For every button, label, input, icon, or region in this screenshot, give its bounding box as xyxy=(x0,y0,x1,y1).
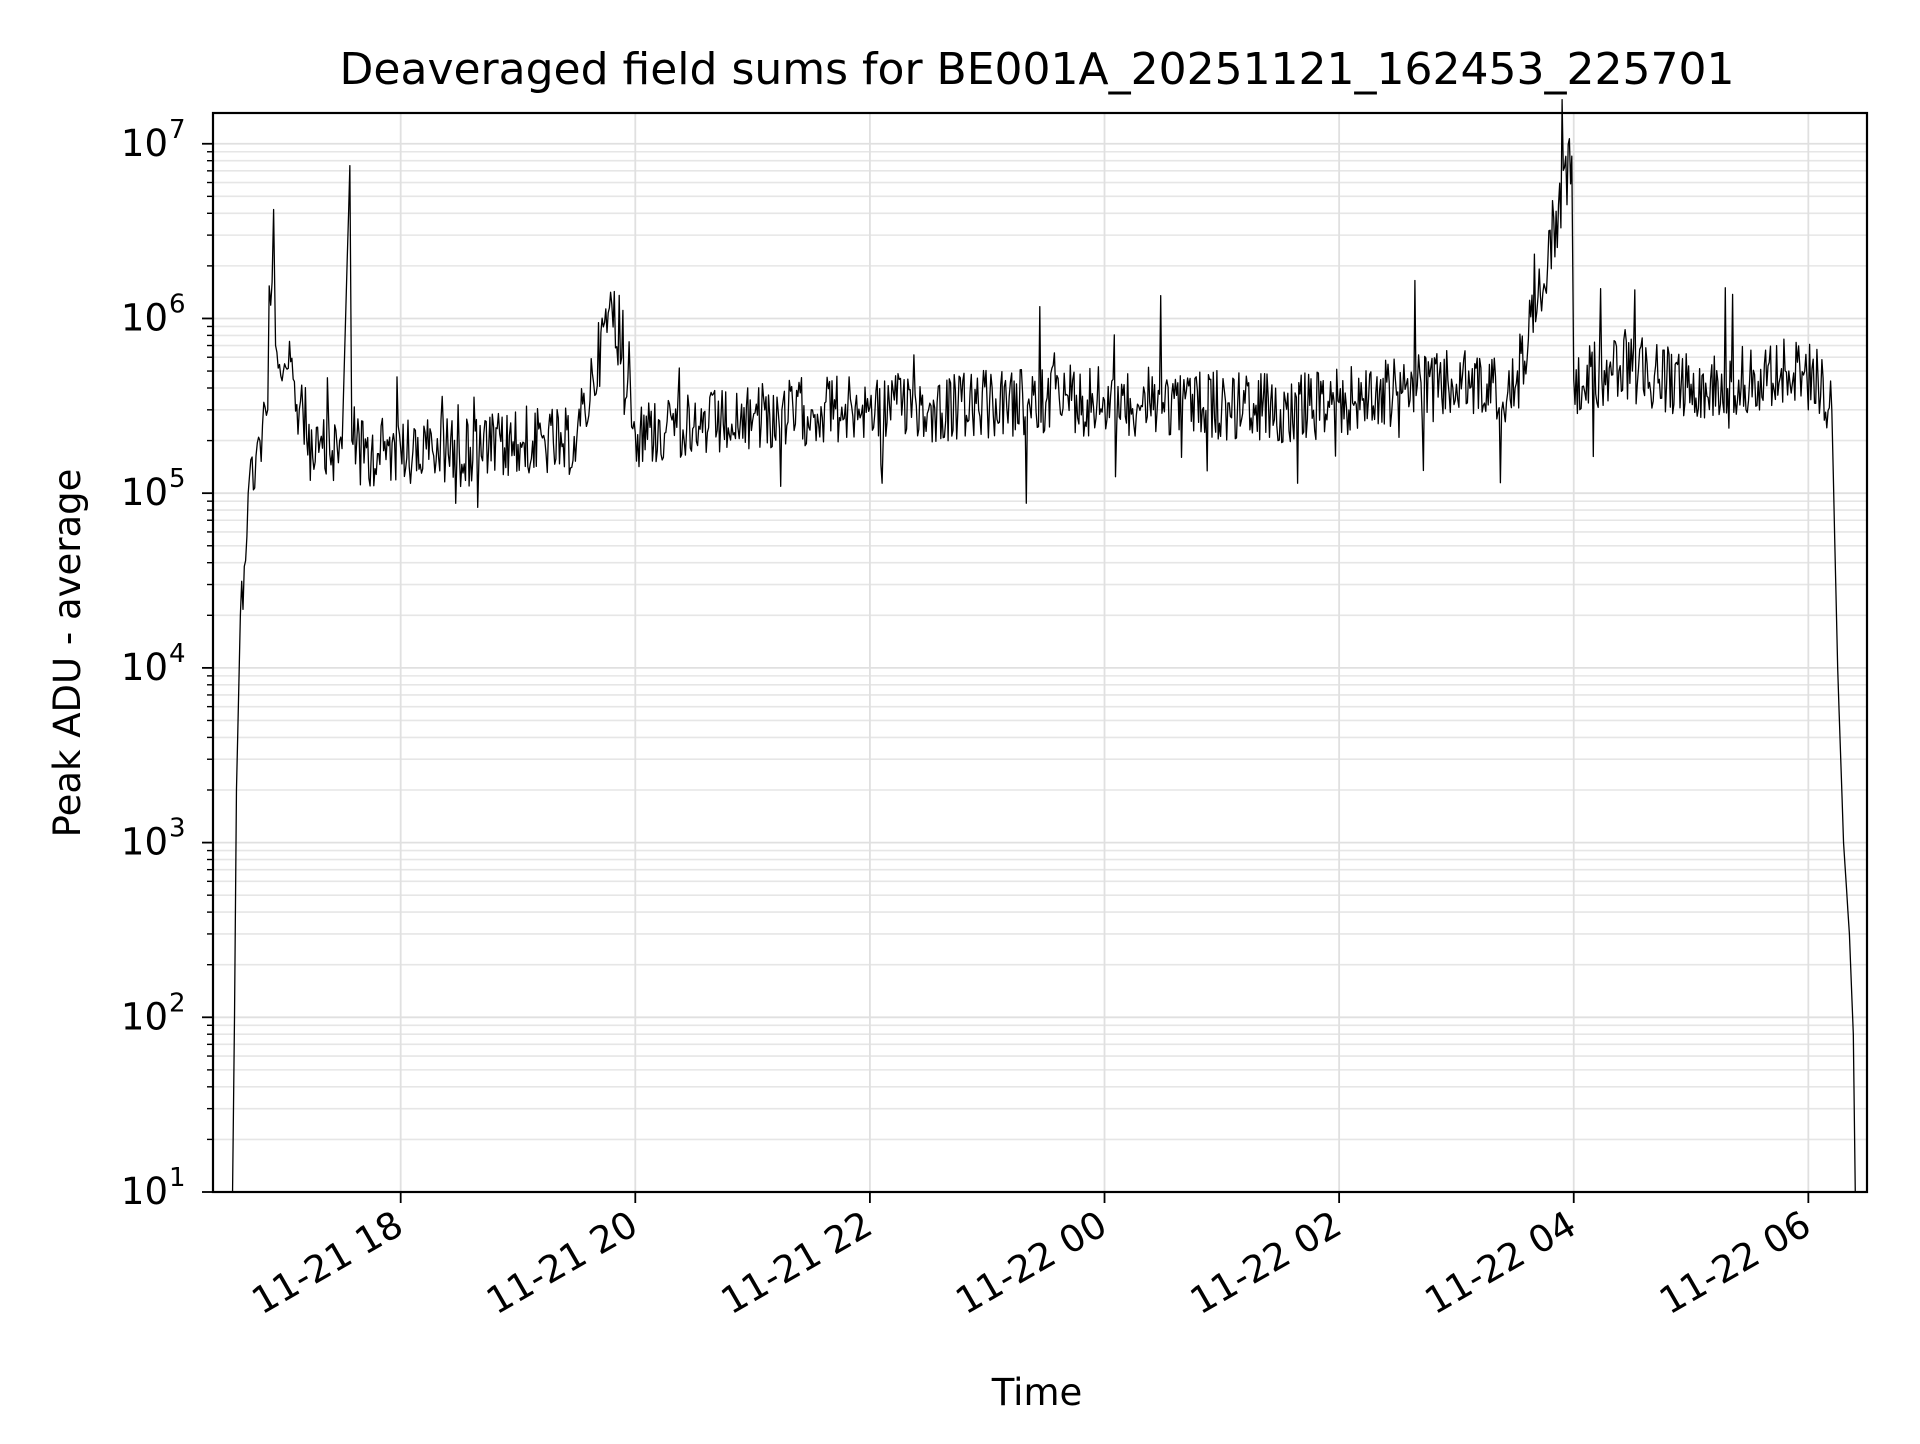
chart-title: Deaveraged field sums for BE001A_2025112… xyxy=(340,44,1735,95)
y-tick-label: 10 xyxy=(121,1170,168,1213)
y-tick-label-exponent: 3 xyxy=(169,814,186,844)
y-tick-label-exponent: 5 xyxy=(169,464,186,494)
series-line xyxy=(231,98,1856,1193)
plot-frame xyxy=(211,111,1869,1194)
y-tick-label: 10 xyxy=(121,296,168,339)
series-layer xyxy=(231,98,1856,1193)
y-tick-label: 10 xyxy=(121,471,168,514)
y-tick-label: 10 xyxy=(121,995,168,1038)
y-tick-label-exponent: 2 xyxy=(169,988,186,1018)
y-tick-label: 10 xyxy=(121,821,168,864)
y-tick-label-exponent: 7 xyxy=(169,115,186,145)
y-tick-label-exponent: 4 xyxy=(169,639,186,669)
x-axis-label: Time xyxy=(991,1371,1083,1414)
y-tick-label-exponent: 1 xyxy=(169,1163,186,1193)
grid-lines xyxy=(213,113,1867,1193)
y-tick-label: 10 xyxy=(121,646,168,689)
y-tick-label-exponent: 6 xyxy=(169,289,186,319)
y-tick-label: 10 xyxy=(121,122,168,165)
y-axis-label: Peak ADU - average xyxy=(46,469,89,838)
